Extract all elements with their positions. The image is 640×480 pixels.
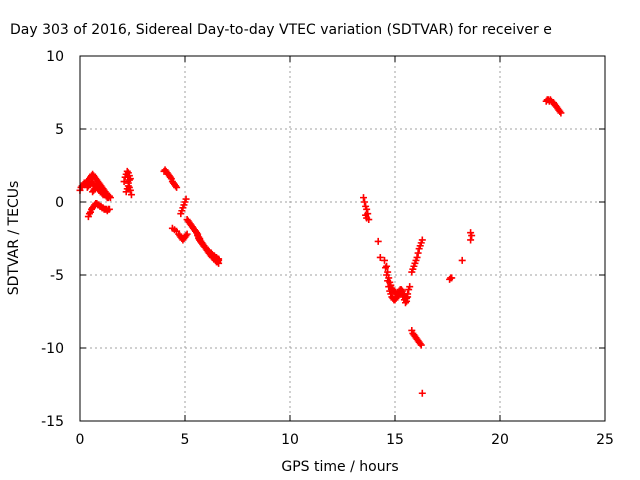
chart-title: Day 303 of 2016, Sidereal Day-to-day VTE… [10,22,552,38]
data-point [418,389,426,397]
y-tick-label: 0 [55,195,64,211]
data-point [406,283,414,291]
data-point [376,253,384,261]
y-axis-label: SDTVAR / TECUs [6,181,22,296]
data-point [126,175,134,183]
data-point [361,198,369,206]
y-tick-label: 5 [55,122,64,138]
data-point [458,256,466,264]
x-tick-label: 5 [181,432,190,448]
data-point [123,167,131,175]
data-point [385,274,393,282]
data-point [182,232,190,240]
data-point [399,290,407,298]
grid-lines [80,56,605,421]
data-point [105,205,113,213]
data-point [417,341,425,349]
plot-frame [79,55,606,422]
data-point [381,256,388,264]
data-point [382,264,390,272]
data-point [192,227,199,235]
data-point [215,255,223,263]
data-point [403,297,411,305]
y-tick-label: -10 [41,341,64,357]
data-point [99,191,107,199]
y-tick-label: -5 [50,268,64,284]
x-tick-label: 10 [281,432,299,448]
data-point [173,183,181,191]
x-tick-label: 20 [491,432,509,448]
data-point [85,210,93,218]
data-point [126,186,134,194]
data-point [104,194,112,202]
data-point [120,178,128,186]
data-point [557,109,565,117]
data-point [383,262,391,270]
data-point [416,340,424,348]
data-point [404,293,412,301]
data-point [467,229,475,237]
data-point [363,214,371,222]
data-point [556,107,564,115]
y-tick-label: -15 [41,414,64,430]
data-point [127,191,135,199]
x-tick-label: 15 [386,432,404,448]
data-point [360,194,367,202]
data-point [448,274,456,282]
data-point [418,236,426,244]
x-tick-label: 0 [76,432,85,448]
x-axis-label: GPS time / hours [281,459,398,475]
y-tick-labels: -15 -10 -5 0 5 10 [41,49,64,430]
data-point [467,236,475,244]
data-point [363,205,371,213]
data-points [76,96,565,397]
data-point [397,286,405,294]
y-tick-label: 10 [46,49,64,65]
x-tick-labels: 0 5 10 15 20 25 [76,432,614,448]
data-point [182,195,190,203]
data-point [413,253,421,261]
data-point [183,230,191,238]
data-point [374,237,382,245]
data-point [414,249,422,257]
data-point [384,268,392,276]
data-point [98,189,106,197]
data-point [172,182,180,190]
data-point [166,173,174,181]
data-point [125,176,133,184]
x-tick-label: 25 [596,432,614,448]
